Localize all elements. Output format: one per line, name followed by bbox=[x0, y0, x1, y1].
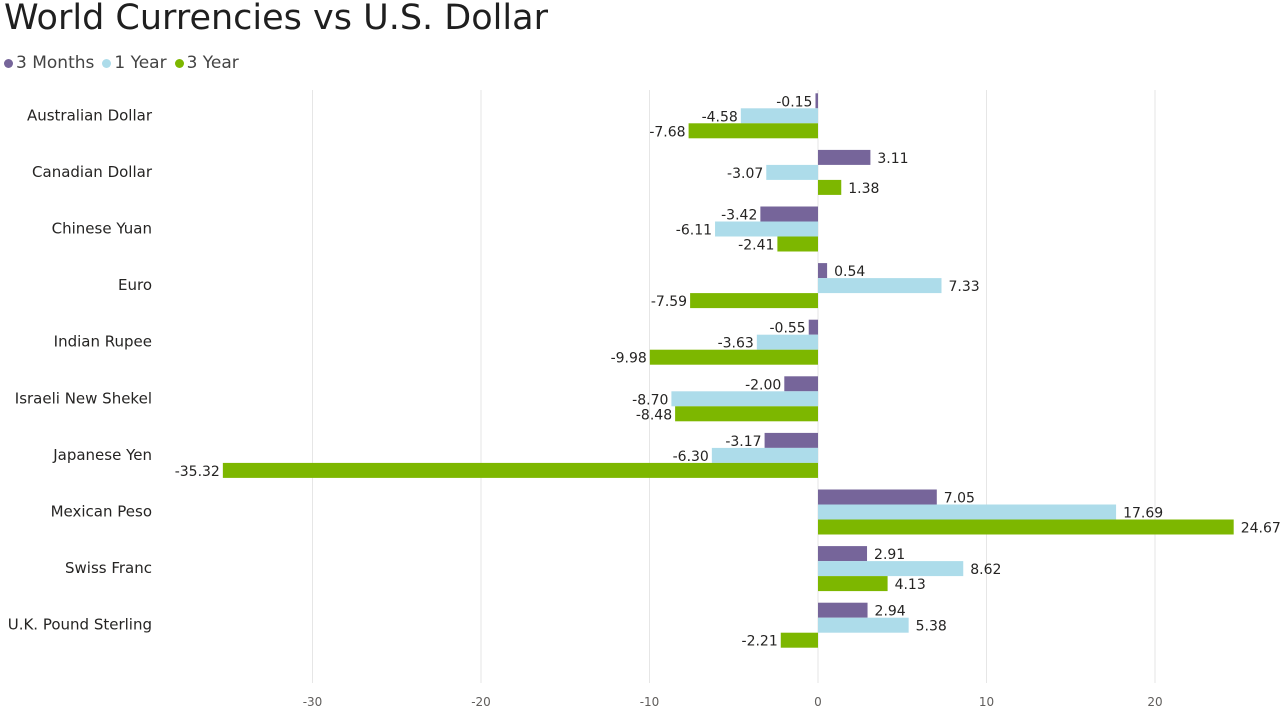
legend-label-3-year: 3 Year bbox=[186, 53, 239, 73]
legend: 3 Months 1 Year 3 Year bbox=[4, 53, 247, 73]
data-label: -2.00 bbox=[745, 377, 781, 393]
bar-3-months[interactable] bbox=[818, 602, 868, 618]
y-axis: Australian Dollar Canadian Dollar Chinese … bbox=[8, 106, 153, 633]
data-label: -3.63 bbox=[718, 336, 754, 352]
data-label: -3.42 bbox=[721, 208, 757, 224]
category-label: Israeli New Shekel bbox=[15, 389, 152, 407]
legend-marker-3-year bbox=[174, 58, 184, 68]
bar-3-year[interactable] bbox=[675, 406, 818, 422]
bar-3-year[interactable] bbox=[818, 576, 888, 592]
bar-3-year[interactable] bbox=[818, 519, 1234, 535]
data-label: -0.55 bbox=[769, 321, 805, 337]
bar-3-months[interactable] bbox=[815, 93, 818, 109]
category-label: Mexican Peso bbox=[51, 503, 152, 521]
bar-3-year[interactable] bbox=[649, 349, 818, 365]
category-label: Japanese Yen bbox=[52, 446, 152, 464]
data-labels: -0.15 -4.58 -7.68 3.11 -3.07 1.38 -3.42 -6.11 -2… bbox=[175, 94, 1281, 649]
category-label: U.K. Pound Sterling bbox=[8, 616, 152, 634]
bar-3-year[interactable] bbox=[688, 123, 818, 139]
category-label: Euro bbox=[118, 276, 152, 294]
x-tick-label: -10 bbox=[640, 695, 660, 709]
bar-3-months[interactable] bbox=[818, 546, 868, 562]
x-tick-label: 10 bbox=[979, 695, 994, 709]
data-label: -7.59 bbox=[651, 294, 687, 310]
bar-1-year[interactable] bbox=[818, 504, 1117, 520]
data-label: 17.69 bbox=[1123, 506, 1163, 522]
data-label: -35.32 bbox=[175, 464, 220, 480]
legend-item-3-year[interactable]: 3 Year bbox=[174, 53, 239, 73]
legend-label-3-months: 3 Months bbox=[16, 53, 95, 73]
category-label: Australian Dollar bbox=[27, 106, 153, 124]
bar-3-months[interactable] bbox=[818, 263, 828, 279]
category-label: Indian Rupee bbox=[54, 333, 152, 351]
bar-1-year[interactable] bbox=[740, 108, 818, 124]
x-tick-label: -30 bbox=[303, 695, 323, 709]
data-label: 0.54 bbox=[834, 264, 865, 280]
x-tick-label: 20 bbox=[1147, 695, 1162, 709]
category-label: Swiss Franc bbox=[65, 559, 152, 577]
data-label: -3.07 bbox=[727, 166, 763, 182]
data-label: 4.13 bbox=[895, 577, 926, 593]
bar-3-months[interactable] bbox=[760, 206, 818, 222]
data-label: 2.94 bbox=[875, 604, 906, 620]
bar-1-year[interactable] bbox=[818, 561, 964, 577]
bar-1-year[interactable] bbox=[756, 334, 818, 350]
data-label: 5.38 bbox=[916, 619, 947, 635]
data-label: 7.33 bbox=[949, 279, 980, 295]
bar-3-year[interactable] bbox=[690, 293, 818, 309]
data-label: -8.70 bbox=[632, 392, 668, 408]
bar-3-months[interactable] bbox=[784, 376, 818, 392]
bar-3-months[interactable] bbox=[808, 319, 818, 335]
chart-title: World Currencies vs U.S. Dollar bbox=[4, 0, 548, 38]
bar-3-year[interactable] bbox=[777, 236, 818, 252]
bar-3-months[interactable] bbox=[818, 489, 937, 505]
data-label: 2.91 bbox=[874, 547, 905, 563]
data-label: -2.41 bbox=[738, 238, 774, 254]
x-tick-label: -20 bbox=[471, 695, 491, 709]
data-label: -6.30 bbox=[673, 449, 709, 465]
data-label: 8.62 bbox=[970, 562, 1001, 578]
bar-3-year[interactable] bbox=[818, 179, 842, 195]
bar-1-year[interactable] bbox=[715, 221, 818, 237]
bar-3-months[interactable] bbox=[818, 149, 871, 165]
bar-1-year[interactable] bbox=[711, 447, 818, 463]
category-label: Canadian Dollar bbox=[32, 163, 153, 181]
legend-marker-3-months bbox=[4, 58, 13, 68]
x-tick-label: 0 bbox=[814, 695, 822, 709]
legend-marker-1-year bbox=[102, 58, 112, 68]
data-label: 7.05 bbox=[944, 491, 975, 507]
bar-1-year[interactable] bbox=[818, 278, 942, 294]
x-axis: -30 -20 -10 0 10 20 bbox=[303, 695, 1163, 709]
data-label: -0.15 bbox=[776, 94, 812, 110]
data-label: -6.11 bbox=[676, 223, 712, 239]
data-label: -7.68 bbox=[649, 124, 685, 140]
bars bbox=[222, 93, 1234, 648]
data-label: 24.67 bbox=[1241, 521, 1281, 537]
legend-label-1-year: 1 Year bbox=[114, 53, 167, 73]
data-label: -3.17 bbox=[725, 434, 761, 450]
bar-1-year[interactable] bbox=[671, 391, 818, 407]
data-label: -4.58 bbox=[702, 109, 738, 125]
bar-3-months[interactable] bbox=[764, 432, 818, 448]
bar-1-year[interactable] bbox=[766, 164, 818, 180]
data-label: 3.11 bbox=[877, 151, 908, 167]
bar-3-year[interactable] bbox=[222, 462, 818, 478]
data-label: 1.38 bbox=[848, 181, 879, 197]
data-label: -2.21 bbox=[742, 634, 778, 650]
data-label: -9.98 bbox=[611, 351, 647, 367]
bar-1-year[interactable] bbox=[818, 617, 909, 633]
legend-item-3-months[interactable]: 3 Months bbox=[4, 53, 94, 73]
data-label: -8.48 bbox=[636, 407, 672, 423]
bar-3-year[interactable] bbox=[780, 632, 818, 648]
legend-item-1-year[interactable]: 1 Year bbox=[102, 53, 167, 73]
category-label: Chinese Yuan bbox=[52, 220, 152, 238]
